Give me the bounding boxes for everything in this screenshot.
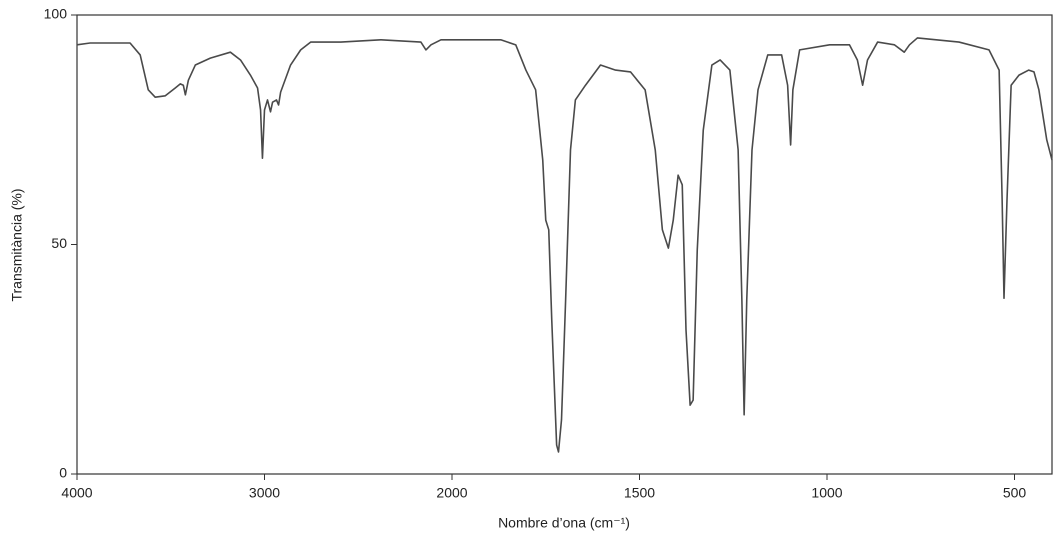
y-tick-label: 100: [44, 6, 68, 22]
x-axis-title: Nombre d’ona (cm⁻¹): [498, 515, 630, 531]
x-tick-label: 4000: [61, 485, 92, 501]
x-tick-label: 500: [1003, 485, 1027, 501]
x-tick-label: 3000: [249, 485, 280, 501]
spectrum-line: [76, 37, 1053, 453]
x-tick-label: 1000: [811, 485, 842, 501]
plot-frame: [76, 14, 1053, 475]
y-tick-label: 0: [59, 465, 67, 481]
y-tick-label: 50: [51, 235, 67, 251]
y-axis-title: Transmitància (%): [9, 188, 25, 301]
x-tick-label: 2000: [436, 485, 467, 501]
x-tick-label: 1500: [624, 485, 655, 501]
